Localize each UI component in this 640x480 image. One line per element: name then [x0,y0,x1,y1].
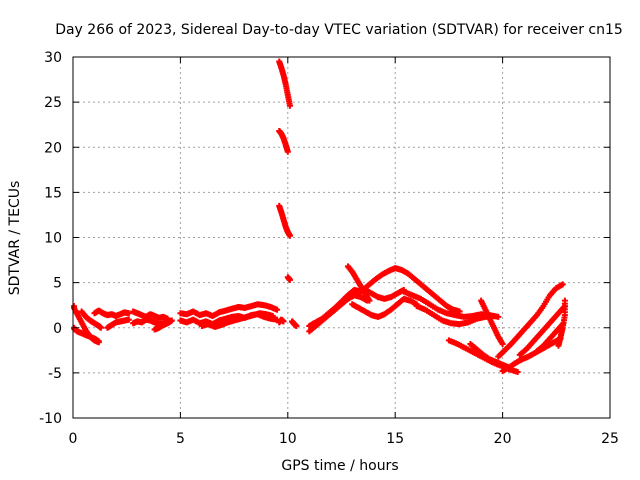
data-point [286,276,293,283]
data-point [491,313,498,320]
x-tick-label: 20 [494,431,512,447]
y-tick-label: -5 [48,366,62,382]
data-point [561,297,568,304]
series-arc-day-1 [177,301,281,320]
data-points [71,58,568,375]
data-point [125,316,132,323]
series-spike-2 [276,128,291,155]
series-arc-early-3 [78,308,104,331]
series-arc-mid-3 [151,317,175,333]
y-tick-label: 5 [53,276,62,292]
series-arc-day-5 [289,318,300,329]
data-point [514,368,521,375]
x-axis-label: GPS time / hours [281,458,398,474]
data-point [559,281,566,288]
y-tick-label: 20 [44,140,62,156]
series-arc-day-4 [276,316,287,326]
grid [73,57,610,418]
y-tick-label: 10 [44,231,62,247]
data-point [168,317,175,324]
y-tick-label: 30 [44,50,62,66]
series-arc-mid-1 [130,308,171,322]
x-tick-label: 25 [601,431,619,447]
y-tick-labels: -10 -5 0 5 10 15 20 25 30 [39,50,62,427]
series-arc-night-4 [467,340,513,371]
series-arc-day-3 [198,310,276,330]
y-tick-label: -10 [39,411,62,427]
series-arc-eve-4 [349,295,420,320]
series-arc-mid-2 [130,316,173,328]
x-tick-label: 5 [176,431,185,447]
series-arc-night-10 [555,297,568,349]
x-tick-labels: 0 5 10 15 20 25 [69,431,619,447]
series-spike-1 [276,58,293,109]
series-arc-eve-5 [353,265,463,315]
x-tick-label: 10 [279,431,297,447]
y-tick-label: 15 [44,185,62,201]
series-spike-4 [284,274,293,283]
data-point [274,306,281,313]
y-axis-label: SDTVAR / TECUs [7,181,23,296]
x-tick-label: 0 [69,431,78,447]
data-point [280,318,287,325]
data-point [293,322,300,329]
data-point [499,340,506,347]
data-point [366,297,373,304]
data-point [97,324,104,331]
series-arc-night-6 [495,281,566,360]
data-point [125,310,132,317]
series-arc-early-5 [104,316,132,331]
data-point [286,102,293,109]
x-tick-label: 15 [386,431,404,447]
data-point [284,148,291,155]
series-arc-night-5 [478,297,506,347]
data-point [95,338,102,345]
series-arc-night-2 [413,303,498,328]
chart-title: Day 266 of 2023, Sidereal Day-to-day VTE… [55,22,623,38]
y-tick-label: 0 [53,321,62,337]
axis-ticks [72,56,611,419]
data-point [269,313,276,320]
data-point [286,232,293,239]
series-spike-3 [276,202,293,239]
series-arc-early-4 [91,307,132,320]
series-arc-eve-6 [362,286,407,302]
y-tick-label: 25 [44,95,62,111]
